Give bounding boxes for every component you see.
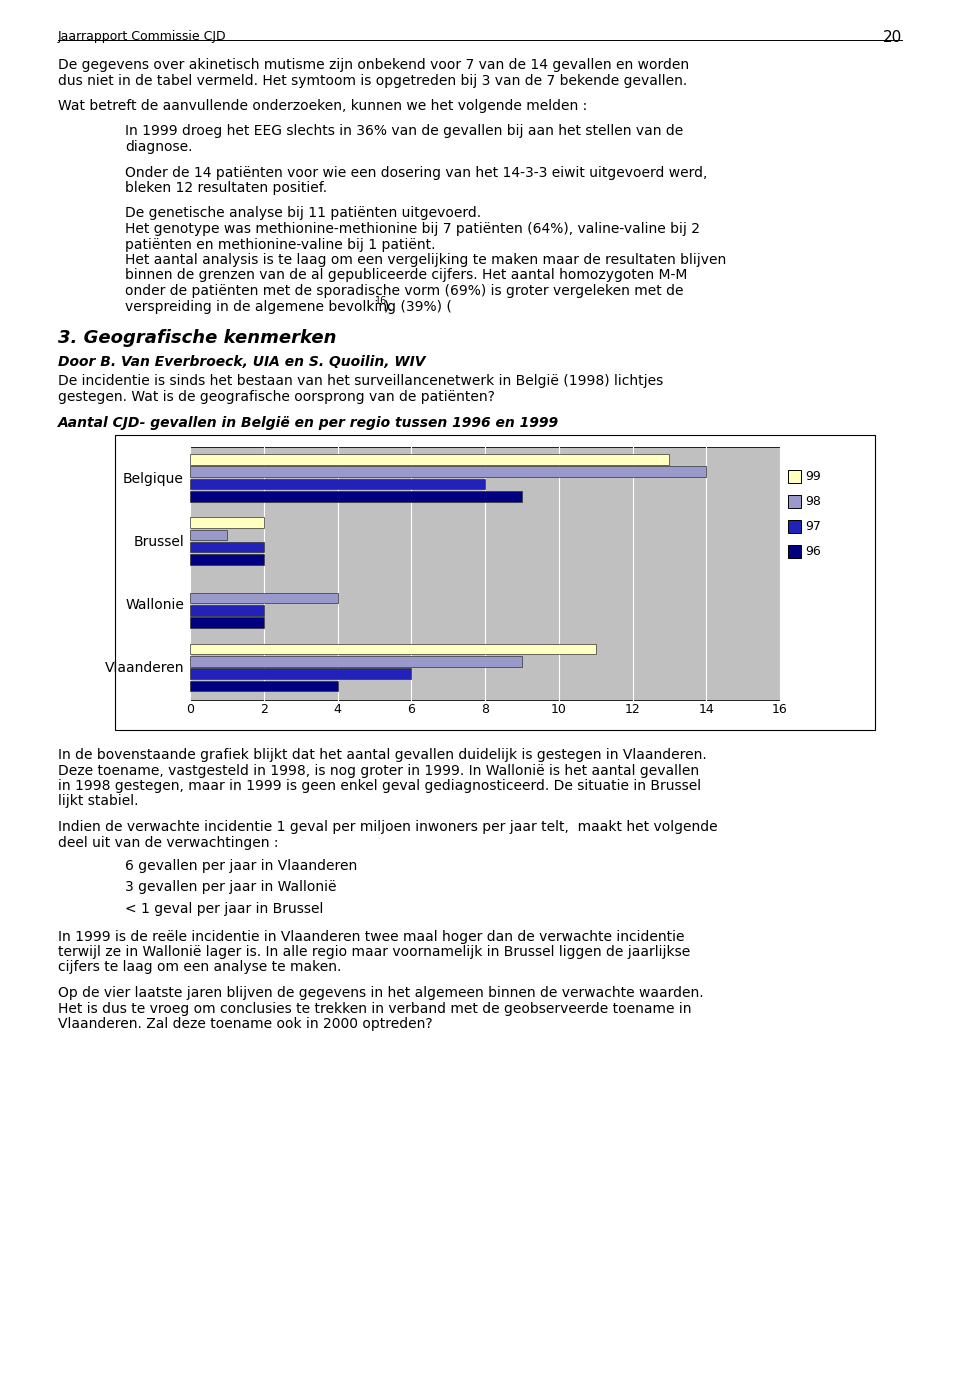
Text: bleken 12 resultaten positief.: bleken 12 resultaten positief.: [125, 181, 327, 195]
Text: deel uit van de verwachtingen :: deel uit van de verwachtingen :: [58, 836, 278, 850]
Bar: [190, 467, 707, 476]
Text: Deze toename, vastgesteld in 1998, is nog groter in 1999. In Wallonië is het aan: Deze toename, vastgesteld in 1998, is no…: [58, 763, 699, 777]
Text: 10: 10: [551, 703, 566, 716]
Text: Het genotype was methionine-methionine bij 7 patiënten (64%), valine-valine bij : Het genotype was methionine-methionine b…: [125, 221, 700, 235]
Text: 6 gevallen per jaar in Vlaanderen: 6 gevallen per jaar in Vlaanderen: [125, 859, 357, 873]
Bar: [190, 617, 264, 628]
Text: Indien de verwachte incidentie 1 geval per miljoen inwoners per jaar telt,  maak: Indien de verwachte incidentie 1 geval p…: [58, 820, 718, 834]
Bar: [190, 644, 595, 655]
Text: Vlaanderen. Zal deze toename ook in 2000 optreden?: Vlaanderen. Zal deze toename ook in 2000…: [58, 1017, 433, 1031]
Bar: [190, 605, 264, 616]
Text: onder de patiënten met de sporadische vorm (69%) is groter vergeleken met de: onder de patiënten met de sporadische vo…: [125, 284, 684, 298]
Bar: [190, 490, 522, 501]
Bar: [190, 479, 485, 489]
Text: Wallonie: Wallonie: [125, 598, 184, 612]
Text: verspreiding in de algemene bevolking (39%) (: verspreiding in de algemene bevolking (3…: [125, 299, 452, 313]
Text: Onder de 14 patiënten voor wie een dosering van het 14-3-3 eiwit uitgevoerd werd: Onder de 14 patiënten voor wie een doser…: [125, 166, 708, 180]
Text: lijkt stabiel.: lijkt stabiel.: [58, 794, 138, 808]
Text: De genetische analyse bij 11 patiënten uitgevoerd.: De genetische analyse bij 11 patiënten u…: [125, 206, 481, 220]
Text: 99: 99: [805, 469, 821, 483]
Text: Op de vier laatste jaren blijven de gegevens in het algemeen binnen de verwachte: Op de vier laatste jaren blijven de gege…: [58, 986, 704, 1000]
Bar: [788, 520, 801, 534]
Bar: [115, 435, 875, 730]
Text: gestegen. Wat is de geografische oorsprong van de patiënten?: gestegen. Wat is de geografische oorspro…: [58, 390, 494, 404]
Text: Brussel: Brussel: [133, 535, 184, 549]
Text: De gegevens over akinetisch mutisme zijn onbekend voor 7 van de 14 gevallen en w: De gegevens over akinetisch mutisme zijn…: [58, 59, 689, 72]
Text: 98: 98: [805, 495, 821, 508]
Text: In 1999 is de reële incidentie in Vlaanderen twee maal hoger dan de verwachte in: In 1999 is de reële incidentie in Vlaand…: [58, 929, 684, 943]
Text: 12: 12: [625, 703, 640, 716]
Text: Door B. Van Everbroeck, UIA en S. Quoilin, WIV: Door B. Van Everbroeck, UIA en S. Quoili…: [58, 355, 425, 369]
Text: De incidentie is sinds het bestaan van het surveillancenetwerk in België (1998) : De incidentie is sinds het bestaan van h…: [58, 375, 663, 389]
Text: Aantal CJD- gevallen in België en per regio tussen 1996 en 1999: Aantal CJD- gevallen in België en per re…: [58, 415, 559, 429]
Text: terwijl ze in Wallonië lager is. In alle regio maar voornamelijk in Brussel ligg: terwijl ze in Wallonië lager is. In alle…: [58, 944, 690, 958]
Text: Belgique: Belgique: [123, 472, 184, 486]
Bar: [190, 517, 264, 528]
Bar: [190, 447, 780, 701]
Text: < 1 geval per jaar in Brussel: < 1 geval per jaar in Brussel: [125, 903, 324, 917]
Bar: [788, 545, 801, 559]
Text: 14: 14: [698, 703, 714, 716]
Text: Wat betreft de aanvullende onderzoeken, kunnen we het volgende melden :: Wat betreft de aanvullende onderzoeken, …: [58, 99, 588, 113]
Bar: [788, 495, 801, 508]
Bar: [190, 529, 227, 540]
Text: 3. Geografische kenmerken: 3. Geografische kenmerken: [58, 329, 337, 347]
Bar: [190, 542, 264, 553]
Text: 3 gevallen per jaar in Wallonië: 3 gevallen per jaar in Wallonië: [125, 880, 337, 894]
Text: cijfers te laag om een analyse te maken.: cijfers te laag om een analyse te maken.: [58, 961, 342, 975]
Text: 20: 20: [883, 31, 902, 45]
Bar: [190, 656, 522, 667]
Text: dus niet in de tabel vermeld. Het symtoom is opgetreden bij 3 van de 7 bekende g: dus niet in de tabel vermeld. Het symtoo…: [58, 74, 687, 88]
Text: Vlaanderen: Vlaanderen: [105, 662, 184, 676]
Text: 96: 96: [805, 545, 821, 559]
Text: Jaarrapport Commissie CJD: Jaarrapport Commissie CJD: [58, 31, 227, 43]
Text: 4: 4: [333, 703, 342, 716]
Text: ).: ).: [384, 299, 394, 313]
Text: 0: 0: [186, 703, 194, 716]
Text: diagnose.: diagnose.: [125, 141, 193, 155]
Text: 6: 6: [407, 703, 415, 716]
Bar: [190, 681, 338, 691]
Bar: [190, 593, 338, 603]
Text: in 1998 gestegen, maar in 1999 is geen enkel geval gediagnosticeerd. De situatie: in 1998 gestegen, maar in 1999 is geen e…: [58, 779, 701, 793]
Text: binnen de grenzen van de al gepubliceerde cijfers. Het aantal homozygoten M-M: binnen de grenzen van de al gepubliceerd…: [125, 269, 687, 283]
Text: Het aantal analysis is te laag om een vergelijking te maken maar de resultaten b: Het aantal analysis is te laag om een ve…: [125, 254, 727, 267]
Text: 97: 97: [805, 520, 821, 534]
Text: 8: 8: [481, 703, 489, 716]
Text: In 1999 droeg het EEG slechts in 36% van de gevallen bij aan het stellen van de: In 1999 droeg het EEG slechts in 36% van…: [125, 124, 684, 138]
Text: 16: 16: [374, 295, 387, 305]
Text: patiënten en methionine-valine bij 1 patiënt.: patiënten en methionine-valine bij 1 pat…: [125, 237, 436, 252]
Text: In de bovenstaande grafiek blijkt dat het aantal gevallen duidelijk is gestegen : In de bovenstaande grafiek blijkt dat he…: [58, 748, 707, 762]
Bar: [190, 554, 264, 564]
Bar: [190, 454, 669, 464]
Text: Het is dus te vroeg om conclusies te trekken in verband met de geobserveerde toe: Het is dus te vroeg om conclusies te tre…: [58, 1002, 691, 1015]
Text: 2: 2: [260, 703, 268, 716]
Text: 16: 16: [772, 703, 788, 716]
Bar: [788, 469, 801, 483]
Bar: [190, 669, 411, 678]
